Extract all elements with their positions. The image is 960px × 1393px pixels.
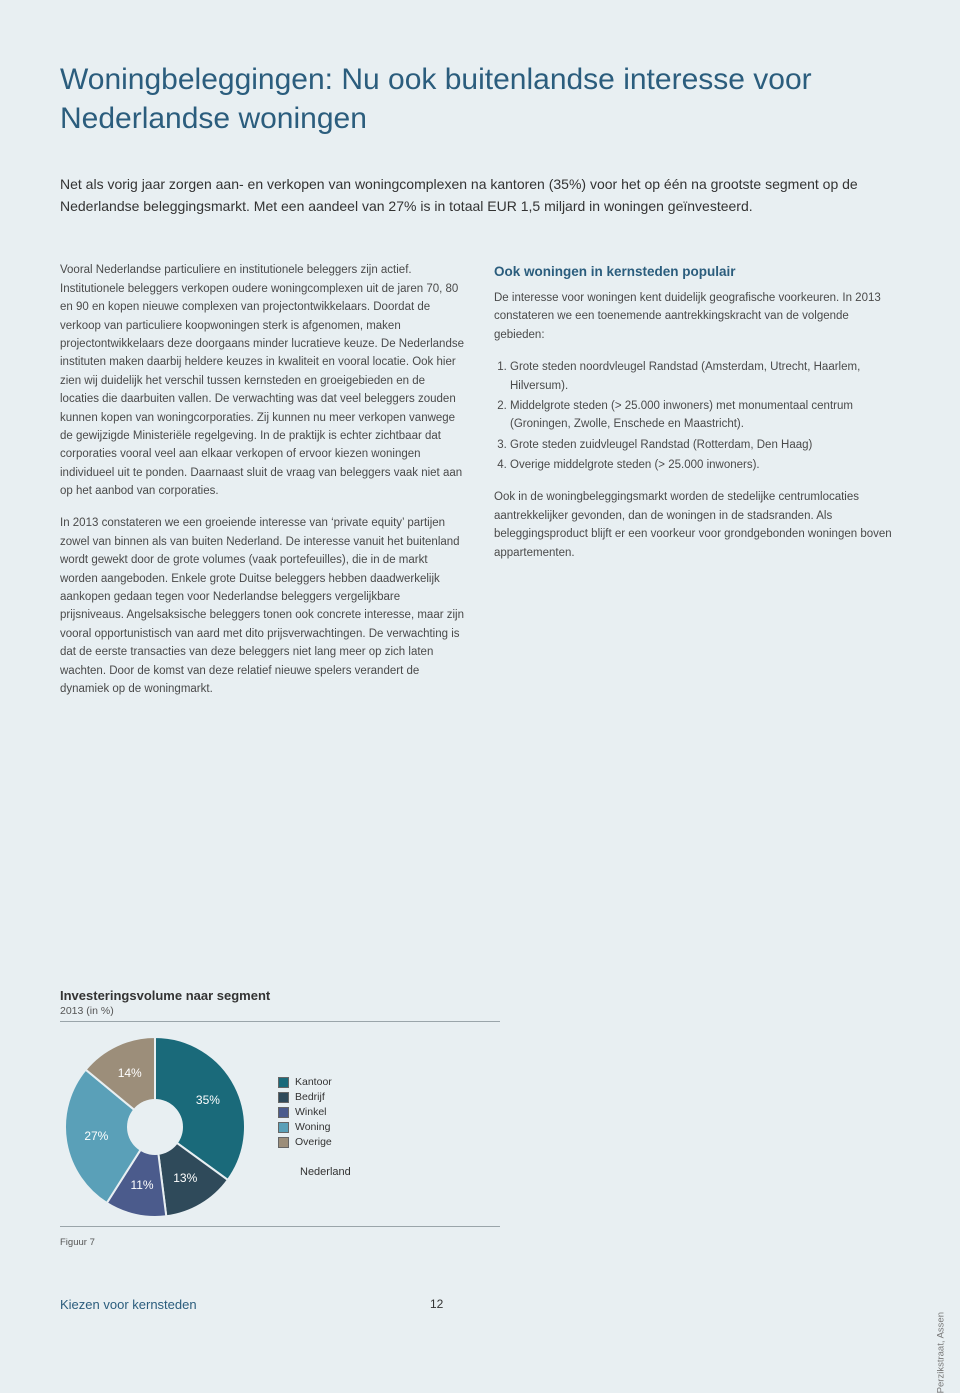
footer-page-number: 12 (430, 1297, 443, 1311)
body-paragraph: De interesse voor woningen kent duidelij… (494, 289, 900, 344)
legend-swatch (278, 1092, 289, 1103)
section-heading: Ook woningen in kernsteden populair (494, 261, 900, 283)
numbered-list: Grote steden noordvleugel Randstad (Amst… (510, 358, 900, 474)
legend-item: Overige (278, 1136, 351, 1148)
legend-item: Winkel (278, 1106, 351, 1118)
divider (60, 1021, 500, 1022)
pie-slice-label: 11% (130, 1178, 153, 1192)
side-caption: Perzikstraat, Assen (935, 1312, 946, 1393)
pie-slice-label: 14% (118, 1066, 142, 1080)
legend-country: Nederland (300, 1166, 351, 1178)
left-column: Vooral Nederlandse particuliere en insti… (60, 261, 466, 712)
right-column: Ook woningen in kernsteden populair De i… (494, 261, 900, 712)
legend-swatch (278, 1137, 289, 1148)
legend-label: Kantoor (295, 1076, 332, 1088)
legend-swatch (278, 1077, 289, 1088)
two-column-body: Vooral Nederlandse particuliere en insti… (60, 261, 900, 712)
chart-legend: Kantoor Bedrijf Winkel Woning Overige Nederl… (278, 1076, 351, 1178)
page: Woningbeleggingen: Nu ook buitenlandse i… (0, 0, 960, 1358)
pie-slice-label: 27% (84, 1129, 108, 1143)
legend-label: Woning (295, 1121, 330, 1133)
list-item: Middelgrote steden (> 25.000 inwoners) m… (510, 397, 900, 434)
legend-item: Woning (278, 1121, 351, 1133)
list-item: Grote steden zuidvleugel Randstad (Rotte… (510, 436, 900, 454)
chart-block: Investeringsvolume naar segment 2013 (in… (60, 988, 520, 1248)
footer-doc-title: Kiezen voor kernsteden (60, 1297, 197, 1312)
pie-svg (60, 1032, 250, 1222)
body-paragraph: Vooral Nederlandse particuliere en insti… (60, 261, 466, 500)
body-paragraph: Ook in de woningbeleggingsmarkt worden d… (494, 488, 900, 562)
page-title: Woningbeleggingen: Nu ook buitenlandse i… (60, 60, 840, 138)
pie-hole (127, 1099, 183, 1155)
legend-label: Overige (295, 1136, 332, 1148)
legend-label: Winkel (295, 1106, 327, 1118)
list-item: Overige middelgrote steden (> 25.000 inw… (510, 456, 900, 474)
pie-chart: 35% 13% 11% 27% 14% (60, 1032, 250, 1222)
chart-subtitle: 2013 (in %) (60, 1005, 520, 1017)
chart-row: 35% 13% 11% 27% 14% Kantoor Bedrijf Winkel Woni… (60, 1032, 520, 1222)
pie-slice-label: 35% (196, 1093, 220, 1107)
chart-title: Investeringsvolume naar segment (60, 988, 520, 1003)
page-footer: Kiezen voor kernsteden 12 (60, 1297, 900, 1312)
legend-label: Bedrijf (295, 1091, 325, 1103)
body-paragraph: In 2013 constateren we een groeiende int… (60, 514, 466, 698)
legend-item: Kantoor (278, 1076, 351, 1088)
chart-caption: Figuur 7 (60, 1237, 520, 1248)
pie-slice-label: 13% (173, 1171, 197, 1185)
legend-swatch (278, 1122, 289, 1133)
legend-swatch (278, 1107, 289, 1118)
list-item: Grote steden noordvleugel Randstad (Amst… (510, 358, 900, 395)
legend-item: Bedrijf (278, 1091, 351, 1103)
intro-paragraph: Net als vorig jaar zorgen aan- en verkop… (60, 174, 860, 217)
